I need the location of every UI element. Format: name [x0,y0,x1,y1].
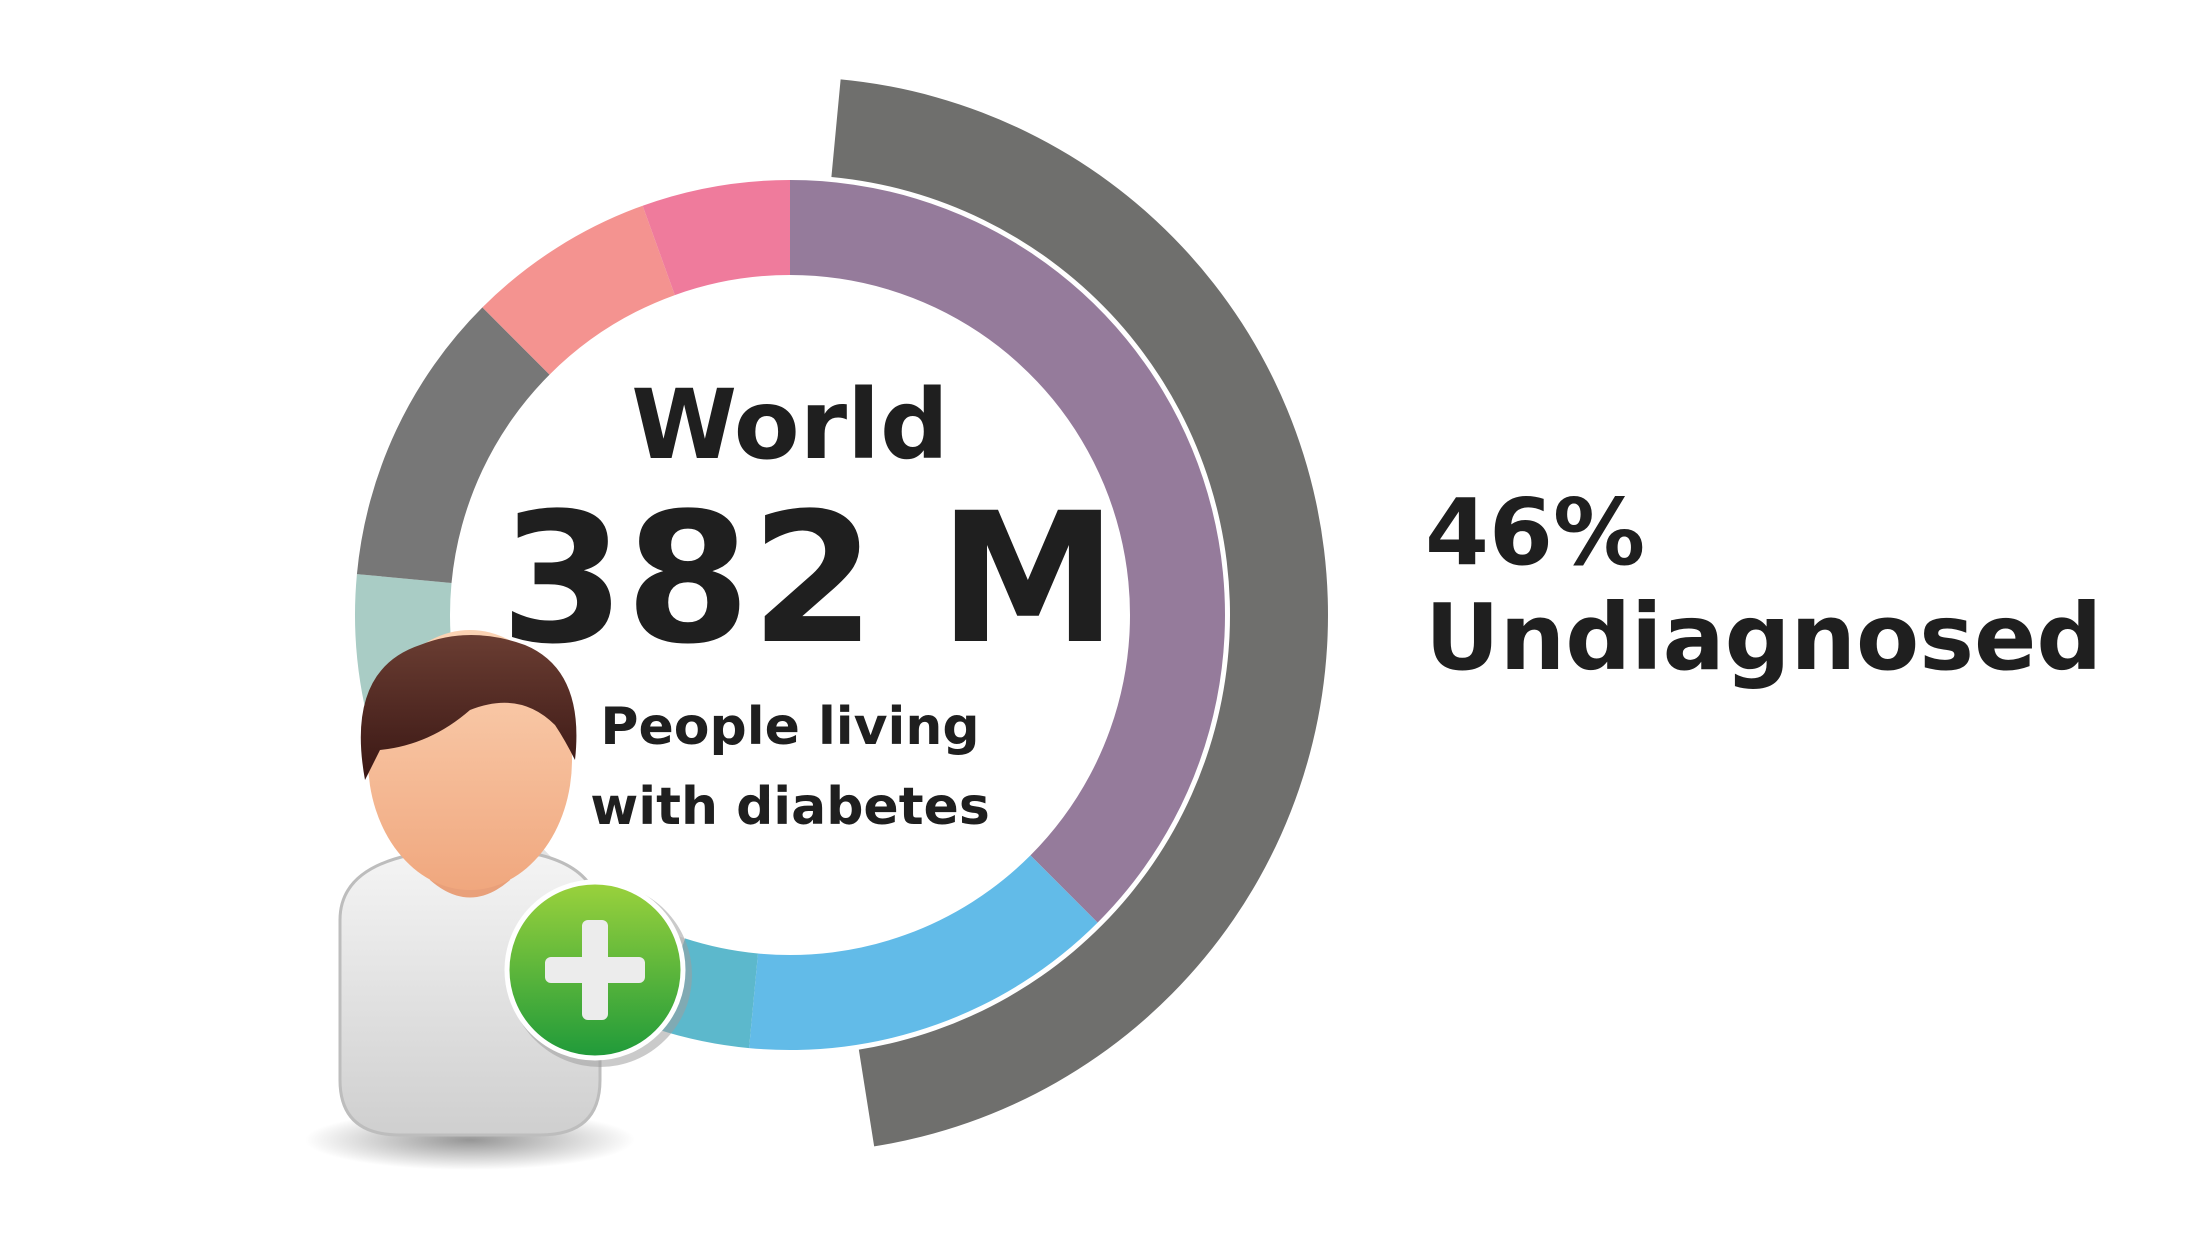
donut-segment [356,307,550,584]
donut-segment [790,180,1225,923]
plus-horizontal [545,957,645,983]
total-value: 382 M [500,475,1118,684]
donut-segment [749,855,1098,1050]
undiagnosed-percent: 46% [1425,479,1646,586]
description-line-1: People living [600,697,980,757]
donut-segment [642,180,790,296]
description-line-2: with diabetes [590,777,990,837]
person-add-icon [305,630,692,1170]
donut-segment [482,205,675,375]
undiagnosed-arc [831,79,1328,1147]
avatar-hair [360,635,577,780]
region-label: World [631,369,949,481]
undiagnosed-label: Undiagnosed [1425,584,2103,691]
